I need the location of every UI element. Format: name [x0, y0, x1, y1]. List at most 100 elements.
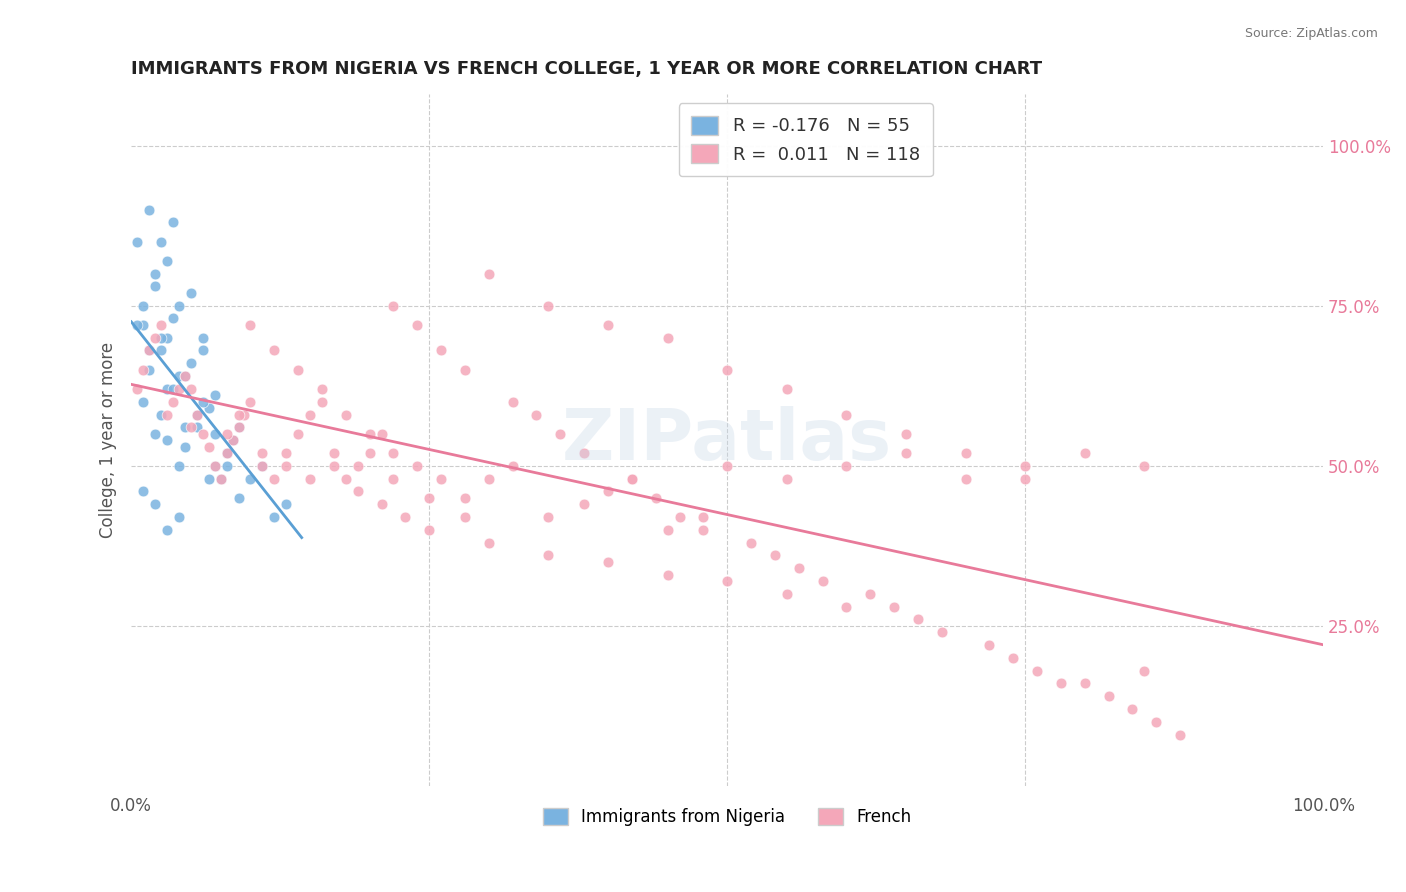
Point	[138, 362, 160, 376]
Point	[204, 426, 226, 441]
Point	[657, 567, 679, 582]
Point	[228, 491, 250, 505]
Point	[311, 394, 333, 409]
Point	[173, 369, 195, 384]
Point	[233, 408, 256, 422]
Point	[252, 446, 274, 460]
Point	[311, 382, 333, 396]
Point	[287, 426, 309, 441]
Point	[931, 625, 953, 640]
Point	[167, 382, 190, 396]
Point	[162, 382, 184, 396]
Point	[955, 471, 977, 485]
Point	[221, 433, 243, 447]
Point	[228, 408, 250, 422]
Point	[692, 523, 714, 537]
Point	[1074, 676, 1097, 690]
Point	[180, 420, 202, 434]
Point	[430, 471, 453, 485]
Point	[1002, 650, 1025, 665]
Point	[173, 420, 195, 434]
Text: Source: ZipAtlas.com: Source: ZipAtlas.com	[1244, 27, 1378, 40]
Point	[359, 446, 381, 460]
Point	[979, 638, 1001, 652]
Point	[162, 394, 184, 409]
Point	[776, 471, 799, 485]
Point	[138, 343, 160, 358]
Point	[162, 215, 184, 229]
Point	[156, 523, 179, 537]
Point	[209, 471, 232, 485]
Point	[537, 549, 560, 563]
Point	[156, 331, 179, 345]
Point	[346, 458, 368, 473]
Point	[894, 426, 917, 441]
Point	[716, 362, 738, 376]
Point	[191, 426, 214, 441]
Point	[359, 426, 381, 441]
Point	[955, 446, 977, 460]
Point	[776, 587, 799, 601]
Point	[143, 426, 166, 441]
Point	[346, 484, 368, 499]
Point	[502, 394, 524, 409]
Point	[299, 471, 322, 485]
Point	[191, 394, 214, 409]
Point	[276, 458, 298, 473]
Point	[572, 497, 595, 511]
Point	[252, 458, 274, 473]
Point	[132, 362, 155, 376]
Point	[150, 235, 173, 249]
Point	[215, 458, 238, 473]
Point	[132, 318, 155, 332]
Point	[204, 388, 226, 402]
Point	[167, 458, 190, 473]
Point	[138, 202, 160, 217]
Point	[596, 484, 619, 499]
Point	[1144, 714, 1167, 729]
Text: ZIPatlas: ZIPatlas	[562, 406, 893, 475]
Point	[835, 599, 858, 614]
Point	[299, 408, 322, 422]
Point	[370, 497, 392, 511]
Point	[1097, 689, 1119, 703]
Point	[454, 491, 477, 505]
Text: IMMIGRANTS FROM NIGERIA VS FRENCH COLLEGE, 1 YEAR OR MORE CORRELATION CHART: IMMIGRANTS FROM NIGERIA VS FRENCH COLLEG…	[131, 60, 1042, 78]
Point	[478, 471, 501, 485]
Point	[478, 267, 501, 281]
Point	[907, 612, 929, 626]
Point	[454, 510, 477, 524]
Point	[186, 408, 208, 422]
Point	[716, 458, 738, 473]
Point	[811, 574, 834, 588]
Point	[502, 458, 524, 473]
Point	[657, 331, 679, 345]
Point	[180, 382, 202, 396]
Point	[1014, 458, 1036, 473]
Point	[132, 299, 155, 313]
Point	[478, 535, 501, 549]
Point	[173, 440, 195, 454]
Point	[173, 369, 195, 384]
Point	[382, 471, 405, 485]
Point	[143, 279, 166, 293]
Point	[835, 458, 858, 473]
Point	[156, 382, 179, 396]
Point	[150, 318, 173, 332]
Point	[263, 343, 285, 358]
Point	[537, 510, 560, 524]
Point	[209, 471, 232, 485]
Point	[215, 446, 238, 460]
Point	[668, 510, 690, 524]
Point	[180, 285, 202, 300]
Point	[287, 362, 309, 376]
Point	[167, 299, 190, 313]
Point	[787, 561, 810, 575]
Point	[526, 408, 548, 422]
Point	[127, 235, 149, 249]
Legend: Immigrants from Nigeria, French: Immigrants from Nigeria, French	[536, 801, 918, 833]
Point	[239, 394, 262, 409]
Point	[150, 343, 173, 358]
Point	[132, 484, 155, 499]
Point	[197, 401, 219, 416]
